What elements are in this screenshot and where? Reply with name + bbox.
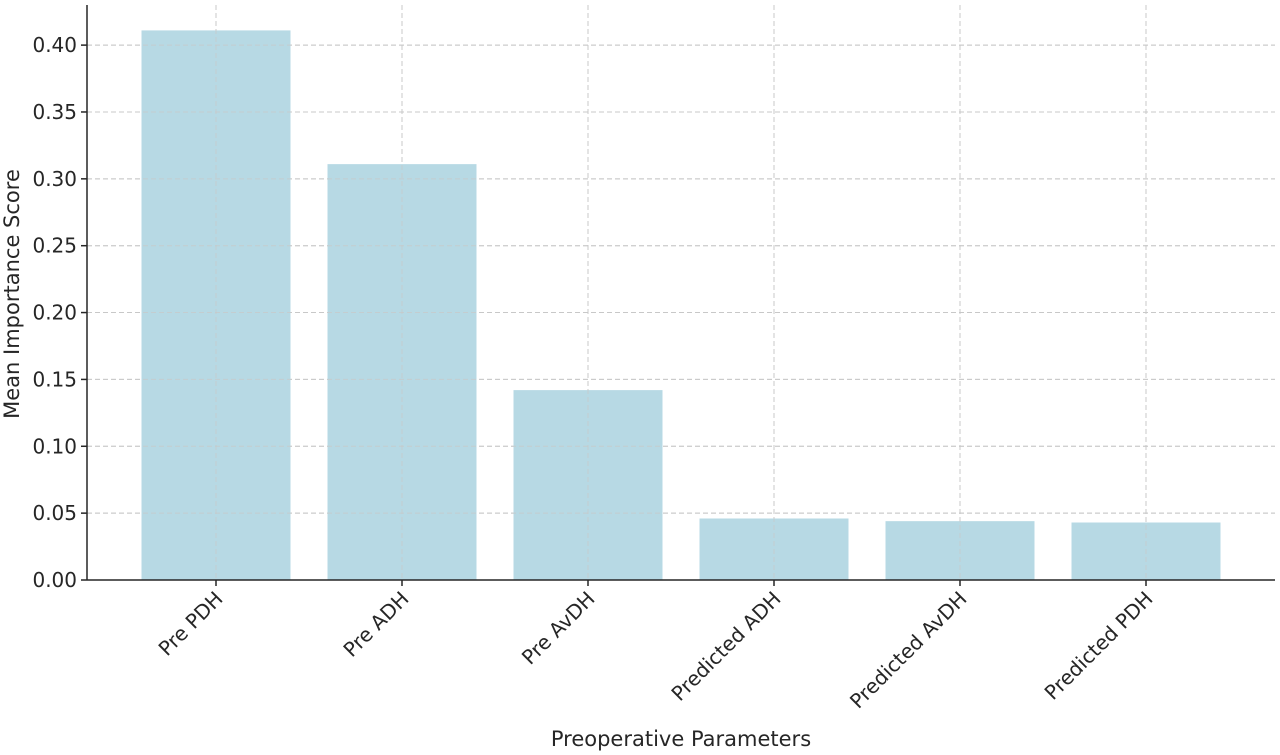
y-tick-label: 0.35: [32, 100, 77, 124]
y-tick-label: 0.15: [32, 367, 77, 391]
x-tick-labels: Pre PDH Pre ADH Pre AvDH Predicted ADH Predi…: [154, 587, 1158, 714]
x-tick-label: Predicted AvDH: [845, 587, 972, 714]
x-axis-label: Preoperative Parameters: [551, 727, 811, 751]
y-tick-label: 0.10: [32, 434, 77, 458]
y-tick-labels: 0.00 0.05 0.10 0.15 0.20 0.25 0.30 0.35 0.40: [32, 33, 77, 592]
y-tick-label: 0.05: [32, 501, 77, 525]
y-tick-label: 0.25: [32, 234, 77, 258]
x-tick-label: Pre AvDH: [517, 587, 600, 670]
y-axis-label: Mean Importance Score: [0, 169, 24, 419]
x-tick-label: Predicted ADH: [666, 587, 785, 706]
x-tick-label: Pre PDH: [154, 587, 228, 661]
axes-layer: [81, 5, 1275, 586]
y-tick-label: 0.00: [32, 568, 77, 592]
bars-layer: [87, 5, 1275, 580]
y-tick-label: 0.30: [32, 167, 77, 191]
y-tick-label: 0.20: [32, 301, 77, 325]
x-tick-label: Pre ADH: [338, 587, 413, 662]
x-tick-label: Predicted PDH: [1040, 587, 1158, 705]
y-tick-label: 0.40: [32, 33, 77, 57]
